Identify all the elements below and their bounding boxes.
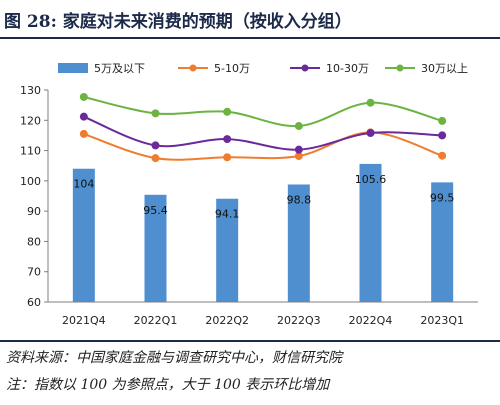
figure-header: 图 28: 家庭对未来消费的预期（按收入分组）: [0, 0, 500, 39]
series-line: [83, 95, 443, 128]
bar-data-label: 104: [73, 178, 94, 191]
legend-swatch-marker: [396, 64, 404, 72]
series-point: [294, 122, 303, 131]
bar-series: [72, 163, 454, 302]
series-point: [151, 141, 160, 150]
x-tick-label: 2022Q3: [277, 314, 321, 327]
legend: 5万及以下 5-10万 10-30万 30万以上: [58, 62, 468, 75]
series-point: [79, 92, 88, 101]
bar-data-label: 94.1: [215, 208, 240, 221]
bar: [431, 182, 454, 302]
legend-label: 5万及以下: [94, 62, 145, 75]
chart-area: 5万及以下 5-10万 10-30万 30万以上 60 70 80 90 100 110 120 1…: [0, 40, 500, 340]
x-tick-label: 2021Q4: [62, 314, 106, 327]
y-tick-label: 80: [27, 235, 41, 248]
bar-data-label: 95.4: [143, 204, 168, 217]
bar: [359, 163, 382, 302]
x-tick-label: 2022Q1: [134, 314, 178, 327]
series-point: [366, 129, 375, 138]
x-tick-label: 2022Q2: [205, 314, 249, 327]
y-tick-label: 130: [20, 84, 41, 97]
bar: [287, 184, 310, 302]
series-point: [366, 98, 375, 107]
series-point: [294, 152, 303, 161]
series-point: [438, 131, 447, 140]
bar-data-label: 98.8: [287, 193, 312, 206]
title-rule: [0, 37, 500, 39]
bar: [72, 168, 95, 302]
line-series: [79, 92, 447, 163]
series-point: [151, 109, 160, 118]
series-point: [223, 135, 232, 144]
legend-swatch-bar: [58, 63, 88, 73]
y-tick-label: 110: [20, 145, 41, 158]
bar-labels: 104 95.4 94.1 98.8 105.6 99.5: [73, 173, 454, 221]
bar-data-label: 105.6: [355, 173, 387, 186]
series-line: [83, 115, 443, 151]
series-point: [223, 153, 232, 162]
series-point: [294, 145, 303, 154]
legend-label: 10-30万: [326, 62, 369, 75]
bar: [144, 194, 167, 302]
legend-label: 5-10万: [214, 62, 250, 75]
y-tick-label: 120: [20, 114, 41, 127]
footer-rule: [0, 340, 500, 342]
y-tick-label: 100: [20, 175, 41, 188]
x-axis: 2021Q4 2022Q1 2022Q2 2022Q3 2022Q4 2023Q1: [48, 301, 478, 327]
source-note: 资料来源：中国家庭金融与调查研究中心，财信研究院: [6, 350, 342, 366]
legend-swatch-marker: [301, 64, 309, 72]
y-tick-label: 60: [27, 296, 41, 309]
y-axis: 60 70 80 90 100 110 120 130: [20, 84, 49, 309]
series-point: [79, 129, 88, 138]
series-point: [438, 151, 447, 160]
series-point: [151, 154, 160, 163]
y-tick-label: 90: [27, 205, 41, 218]
legend-swatch-marker: [189, 64, 197, 72]
x-tick-label: 2022Q4: [349, 314, 393, 327]
series-point: [223, 107, 232, 116]
legend-label: 30万以上: [421, 62, 468, 75]
chart-svg: 5万及以下 5-10万 10-30万 30万以上 60 70 80 90 100 110 120 1…: [20, 62, 478, 327]
series-line: [83, 131, 443, 161]
x-tick-label: 2023Q1: [420, 314, 464, 327]
bar-data-label: 99.5: [430, 191, 455, 204]
series-point: [79, 112, 88, 121]
series-point: [438, 116, 447, 125]
remark-note: 注：指数以 100 为参照点，大于 100 表示环比增加: [6, 377, 330, 393]
bar: [216, 198, 239, 302]
figure-title: 图 28: 家庭对未来消费的预期（按收入分组）: [4, 12, 352, 32]
y-tick-label: 70: [27, 266, 41, 279]
